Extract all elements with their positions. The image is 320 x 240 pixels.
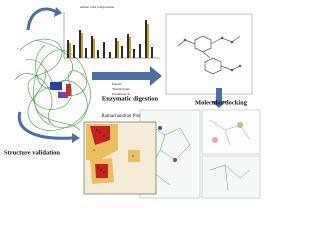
digestion-label: Enzymatic digestion	[102, 95, 159, 102]
composition-chart: Amino acid composition	[63, 5, 160, 59]
enzyme: Pepsin	[112, 82, 122, 86]
arrow	[17, 111, 73, 140]
chart-title: Amino acid composition	[80, 5, 115, 9]
plot-title: Ramachandran Plot	[101, 114, 141, 119]
enzyme: Thermolysin	[112, 87, 130, 91]
validation-label: Structure validation	[4, 149, 60, 156]
protein-helices	[50, 82, 71, 98]
docking-arrow	[211, 88, 227, 108]
ramachandran-plot: Ramachandran Plot	[83, 114, 157, 195]
arrow-head	[54, 7, 62, 17]
molecule-panel	[165, 13, 253, 95]
docking-label: Molecular docking	[195, 99, 248, 106]
docking-panels	[139, 109, 261, 199]
arrow	[26, 7, 57, 31]
arrow-head	[72, 133, 80, 143]
digestion-arrow	[92, 66, 162, 86]
graphical-abstract: Amino acid composition Pepsin Thermolysi…	[4, 5, 261, 199]
enzyme: Proteinase K	[112, 92, 130, 96]
